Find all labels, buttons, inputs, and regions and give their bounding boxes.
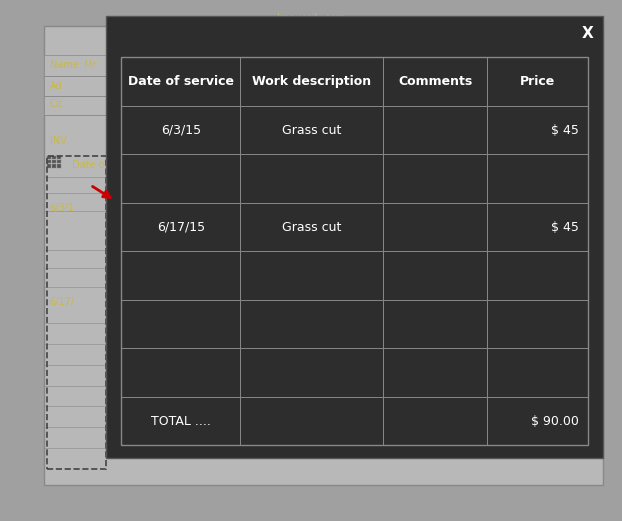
Text: Date o: Date o — [72, 160, 104, 170]
Text: Date:: Date: — [454, 60, 481, 70]
Bar — [47, 156, 106, 469]
Text: $ 45: $ 45 — [550, 220, 578, 233]
Bar — [52, 156, 56, 159]
Text: Cit: Cit — [50, 99, 63, 109]
Text: Comments: Comments — [398, 75, 472, 88]
Text: 6/3/1: 6/3/1 — [50, 203, 75, 214]
Text: Imaverify.com: Imaverify.com — [277, 13, 345, 23]
Text: X: X — [582, 26, 593, 41]
Text: Price: Price — [520, 75, 555, 88]
Text: INV: INV — [50, 135, 67, 146]
Text: Ad: Ad — [50, 81, 62, 91]
Text: Work description: Work description — [252, 75, 371, 88]
Bar — [106, 16, 603, 458]
Bar — [44, 96, 603, 115]
Text: Grass cut: Grass cut — [282, 123, 341, 137]
Bar — [47, 160, 50, 164]
Text: Grass cut: Grass cut — [282, 220, 341, 233]
Bar — [44, 55, 603, 76]
Text: 6/17/: 6/17/ — [50, 297, 75, 307]
Text: Date of service: Date of service — [128, 75, 234, 88]
Bar — [52, 165, 56, 168]
Text: TOTAL ....: TOTAL .... — [151, 415, 211, 428]
Bar — [44, 26, 603, 485]
Bar — [47, 156, 50, 159]
Bar — [44, 76, 603, 96]
Bar — [57, 165, 61, 168]
Text: 6/29/15: 6/29/15 — [491, 60, 529, 70]
Bar — [47, 165, 50, 168]
Bar — [57, 156, 61, 159]
Text: Mr.  Thomson  Vaidyan: Mr. Thomson Vaidyan — [84, 60, 195, 70]
Text: Name:: Name: — [50, 60, 82, 70]
Bar — [57, 160, 61, 164]
Bar — [52, 160, 56, 164]
Bar — [121, 57, 588, 445]
Text: $ 45: $ 45 — [550, 123, 578, 137]
Text: $ 90.00: $ 90.00 — [531, 415, 578, 428]
Text: 6/3/15: 6/3/15 — [160, 123, 201, 137]
Text: 6/17/15: 6/17/15 — [157, 220, 205, 233]
